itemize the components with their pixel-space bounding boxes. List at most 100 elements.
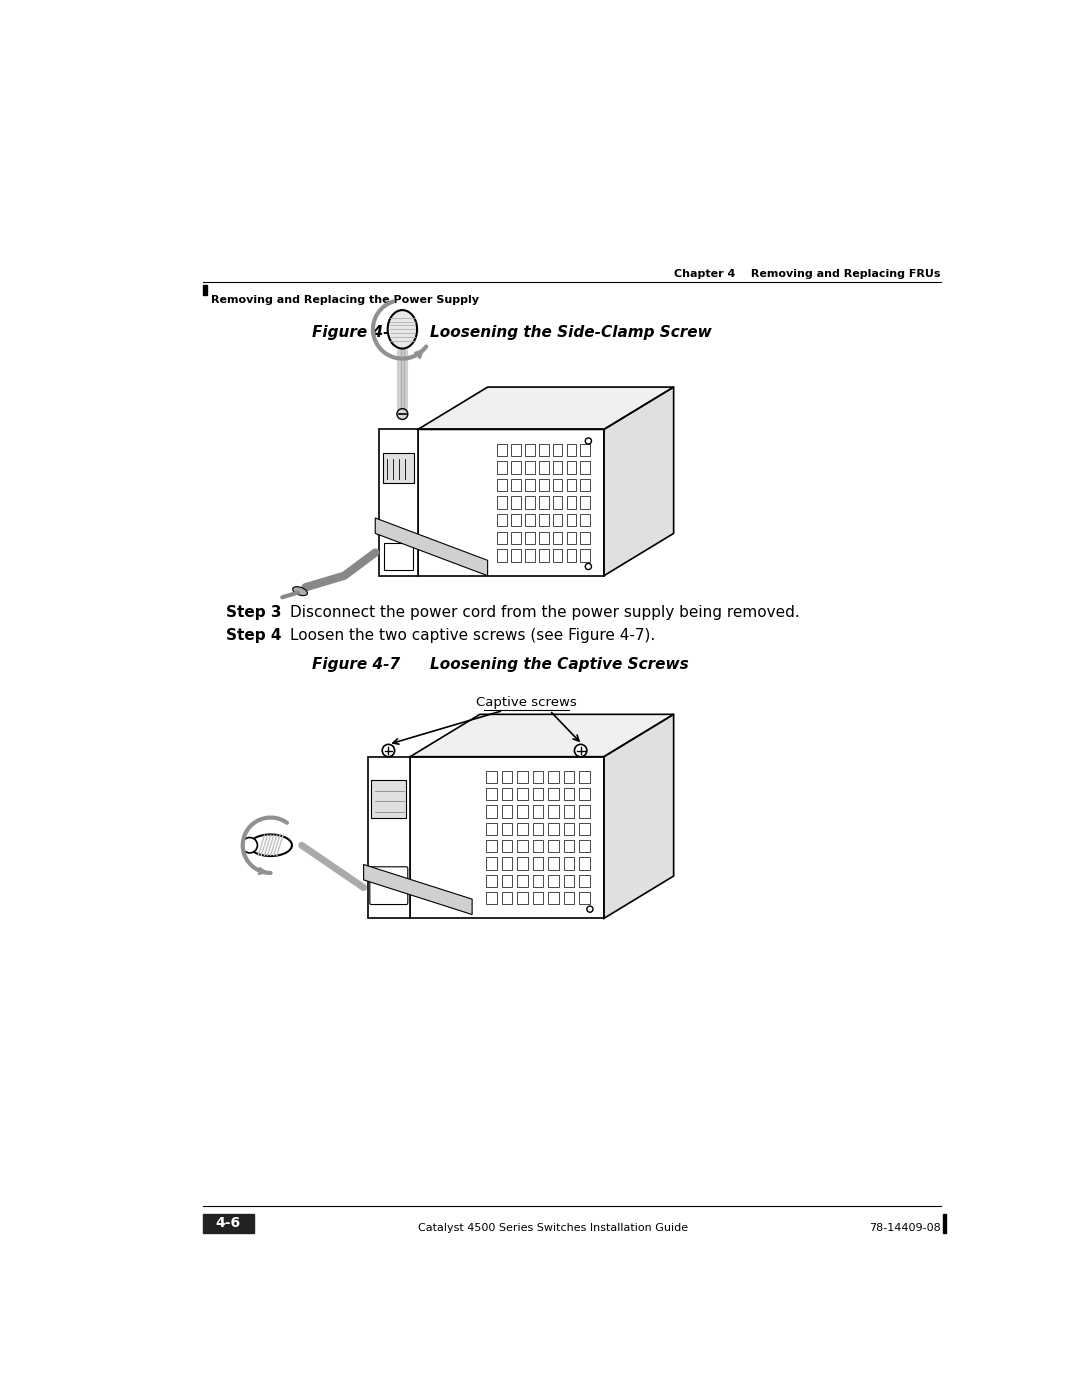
Bar <box>553 444 563 455</box>
Bar <box>548 875 559 887</box>
Bar <box>553 549 563 562</box>
Bar <box>486 893 497 904</box>
Bar <box>564 823 575 835</box>
Bar <box>511 479 521 492</box>
Bar <box>383 453 414 483</box>
Bar <box>486 858 497 869</box>
Bar <box>525 479 535 492</box>
Bar <box>567 461 577 474</box>
Bar <box>548 771 559 782</box>
Circle shape <box>397 409 408 419</box>
Bar <box>532 823 543 835</box>
Bar <box>553 461 563 474</box>
Text: Removing and Replacing the Power Supply: Removing and Replacing the Power Supply <box>211 295 478 305</box>
Text: Catalyst 4500 Series Switches Installation Guide: Catalyst 4500 Series Switches Installati… <box>418 1222 689 1232</box>
Bar <box>580 514 590 527</box>
Bar <box>580 461 590 474</box>
Bar <box>525 532 535 543</box>
Text: Step 4: Step 4 <box>227 629 282 643</box>
Bar <box>379 429 418 576</box>
Bar <box>517 806 528 817</box>
Bar <box>580 479 590 492</box>
Polygon shape <box>604 714 674 918</box>
Bar <box>410 757 604 918</box>
Bar <box>498 496 508 509</box>
Bar <box>498 514 508 527</box>
Bar <box>501 858 512 869</box>
Circle shape <box>586 907 593 912</box>
Bar <box>501 771 512 782</box>
Bar <box>532 788 543 800</box>
Bar <box>539 479 549 492</box>
Text: Step 3: Step 3 <box>227 605 282 620</box>
Bar <box>498 532 508 543</box>
Bar <box>418 429 604 576</box>
Bar <box>548 823 559 835</box>
Bar <box>564 771 575 782</box>
Polygon shape <box>604 387 674 576</box>
Bar <box>501 893 512 904</box>
Bar <box>486 840 497 852</box>
Bar <box>517 823 528 835</box>
Bar <box>553 532 563 543</box>
Circle shape <box>575 745 586 757</box>
Bar <box>532 840 543 852</box>
Bar <box>564 893 575 904</box>
Bar <box>501 823 512 835</box>
Bar <box>498 549 508 562</box>
Bar <box>579 893 590 904</box>
Bar <box>564 806 575 817</box>
Bar <box>372 780 406 819</box>
Ellipse shape <box>242 838 257 854</box>
Bar <box>486 875 497 887</box>
Bar <box>567 496 577 509</box>
Polygon shape <box>410 714 674 757</box>
Bar <box>525 514 535 527</box>
Bar <box>539 532 549 543</box>
Polygon shape <box>364 865 472 915</box>
Bar <box>553 496 563 509</box>
Bar <box>517 875 528 887</box>
Bar <box>579 875 590 887</box>
Bar <box>517 840 528 852</box>
Bar <box>539 461 549 474</box>
Bar <box>539 496 549 509</box>
Bar <box>511 461 521 474</box>
Text: 4-6: 4-6 <box>215 1217 241 1231</box>
Bar <box>553 514 563 527</box>
Bar <box>580 444 590 455</box>
Bar <box>517 858 528 869</box>
Bar <box>203 1214 254 1232</box>
Ellipse shape <box>388 310 417 349</box>
Bar <box>532 893 543 904</box>
Text: Disconnect the power cord from the power supply being removed.: Disconnect the power cord from the power… <box>291 605 800 620</box>
Bar <box>580 549 590 562</box>
Bar <box>501 788 512 800</box>
Text: 78-14409-08: 78-14409-08 <box>869 1222 941 1232</box>
Bar <box>564 840 575 852</box>
Polygon shape <box>375 518 488 576</box>
Bar <box>383 542 414 570</box>
Text: Figure 4-7: Figure 4-7 <box>312 658 400 672</box>
Bar <box>580 496 590 509</box>
Ellipse shape <box>293 587 308 595</box>
Bar <box>525 549 535 562</box>
Bar <box>567 479 577 492</box>
Bar <box>567 514 577 527</box>
Circle shape <box>585 563 592 570</box>
Bar <box>564 858 575 869</box>
Bar <box>539 444 549 455</box>
Text: Figure 4-6: Figure 4-6 <box>312 326 400 341</box>
Bar <box>498 479 508 492</box>
Text: 79140: 79140 <box>638 798 648 828</box>
Bar <box>525 461 535 474</box>
Bar <box>498 461 508 474</box>
Bar <box>511 549 521 562</box>
Text: Loosen the two captive screws (see Figure 4-7).: Loosen the two captive screws (see Figur… <box>291 629 656 643</box>
Polygon shape <box>418 387 674 429</box>
Bar <box>567 532 577 543</box>
Text: Loosening the Side-Clamp Screw: Loosening the Side-Clamp Screw <box>430 326 712 341</box>
Bar <box>579 858 590 869</box>
Bar <box>548 893 559 904</box>
Bar <box>548 858 559 869</box>
